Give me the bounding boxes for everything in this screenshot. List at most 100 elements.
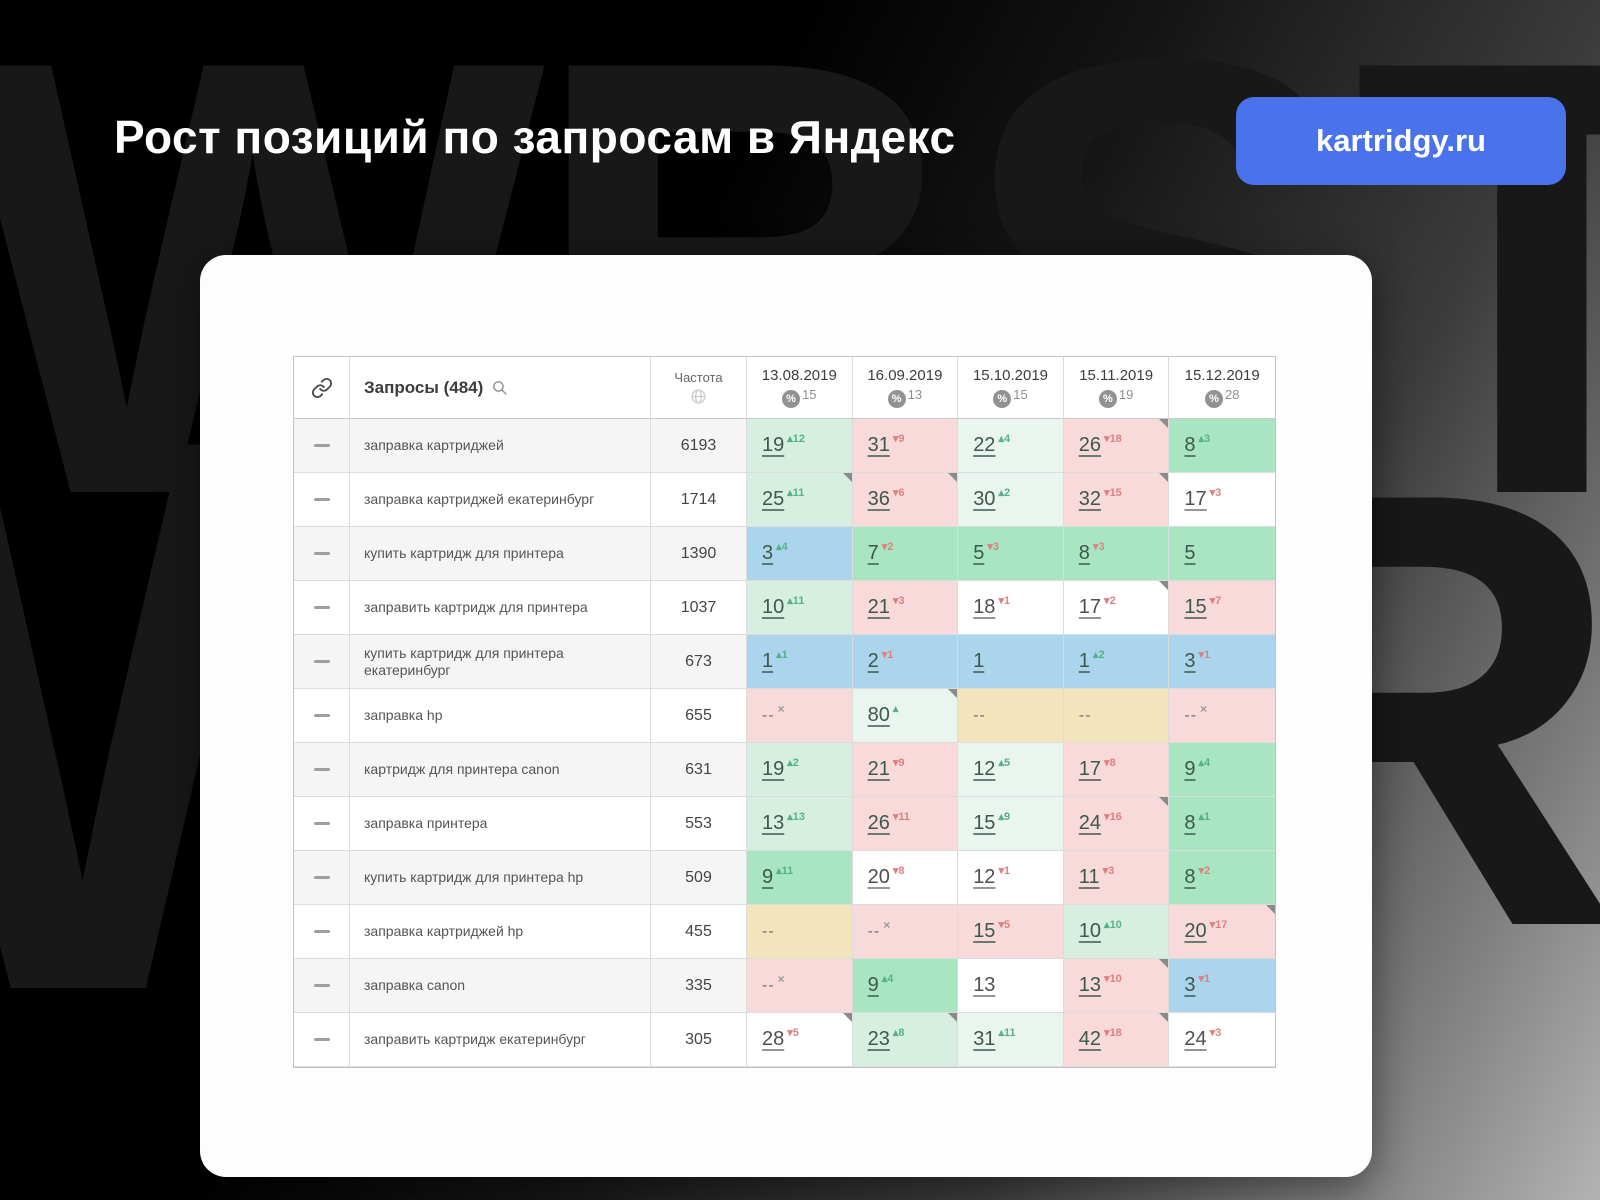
position-cell[interactable]: 19 ▴2: [747, 743, 853, 797]
position-value[interactable]: 21: [867, 596, 890, 618]
position-cell[interactable]: 36 ▾6: [852, 473, 959, 527]
position-value[interactable]: 2: [867, 650, 879, 672]
position-cell[interactable]: 31 ▴11: [958, 1013, 1064, 1067]
row-handle-cell[interactable]: [294, 1013, 350, 1067]
queries-column-header[interactable]: Запросы (484): [350, 357, 651, 419]
row-handle-cell[interactable]: [294, 689, 350, 743]
position-value[interactable]: 3: [762, 542, 774, 564]
position-value[interactable]: 17: [1078, 596, 1102, 618]
position-value[interactable]: 17: [1184, 488, 1207, 510]
position-cell[interactable]: 25 ▴11: [747, 473, 853, 527]
position-cell[interactable]: 17 ▾2: [1063, 581, 1170, 635]
position-value[interactable]: 1: [973, 650, 985, 672]
row-handle-cell[interactable]: [294, 581, 350, 635]
row-handle-cell[interactable]: [294, 905, 350, 959]
position-cell[interactable]: 42 ▾18: [1063, 1013, 1170, 1067]
position-value[interactable]: 5: [1184, 542, 1196, 564]
date-column-header[interactable]: 15.10.2019% 15: [958, 357, 1064, 419]
position-value[interactable]: 31: [973, 1028, 996, 1050]
site-badge[interactable]: kartridgy.ru: [1236, 97, 1566, 185]
position-cell[interactable]: 8 ▴3: [1169, 419, 1275, 473]
position-cell[interactable]: 13 ▾10: [1063, 959, 1170, 1013]
position-cell[interactable]: 17 ▾8: [1063, 743, 1170, 797]
query-cell[interactable]: заправить картридж екатеринбург: [350, 1013, 651, 1067]
position-value[interactable]: 13: [973, 974, 996, 996]
position-cell[interactable]: 24 ▾16: [1063, 797, 1170, 851]
position-value[interactable]: 36: [867, 488, 890, 510]
query-cell[interactable]: заправка картриджей: [350, 419, 651, 473]
position-value[interactable]: 15: [973, 920, 996, 942]
row-handle-cell[interactable]: [294, 959, 350, 1013]
position-value[interactable]: 24: [1184, 1028, 1207, 1050]
position-value[interactable]: 17: [1078, 758, 1102, 780]
position-cell[interactable]: 11 ▾3: [1063, 851, 1170, 905]
position-cell[interactable]: 12 ▾1: [958, 851, 1064, 905]
position-cell[interactable]: 1 ▴1: [747, 635, 853, 689]
position-cell[interactable]: 20 ▾17: [1169, 905, 1275, 959]
query-cell[interactable]: заправить картридж для принтера: [350, 581, 651, 635]
position-value[interactable]: 15: [1184, 596, 1207, 618]
query-cell[interactable]: заправка картриджей екатеринбург: [350, 473, 651, 527]
query-cell[interactable]: заправка принтера: [350, 797, 651, 851]
position-cell[interactable]: 10 ▴11: [747, 581, 853, 635]
position-value[interactable]: 11: [1078, 866, 1100, 888]
position-cell[interactable]: 15 ▾7: [1169, 581, 1275, 635]
position-value[interactable]: 1: [1078, 650, 1090, 672]
position-cell[interactable]: 26 ▾11: [852, 797, 959, 851]
query-cell[interactable]: заправка картриджей hp: [350, 905, 651, 959]
position-cell[interactable]: 8 ▾2: [1169, 851, 1275, 905]
position-value[interactable]: 28: [762, 1028, 785, 1050]
position-value[interactable]: 12: [973, 866, 996, 888]
position-cell[interactable]: 3 ▾1: [1169, 635, 1275, 689]
position-cell[interactable]: 23 ▴8: [852, 1013, 959, 1067]
position-value[interactable]: 13: [762, 812, 785, 834]
position-value[interactable]: 24: [1078, 812, 1102, 834]
position-cell[interactable]: 7 ▾2: [852, 527, 959, 581]
position-value[interactable]: 9: [762, 866, 774, 888]
position-cell[interactable]: 30 ▴2: [958, 473, 1064, 527]
position-cell[interactable]: 31 ▾9: [852, 419, 959, 473]
row-handle-cell[interactable]: [294, 797, 350, 851]
row-handle-cell[interactable]: [294, 851, 350, 905]
position-cell[interactable]: 12 ▴5: [958, 743, 1064, 797]
position-value[interactable]: 3: [1184, 650, 1196, 672]
position-value[interactable]: 18: [973, 596, 996, 618]
search-icon[interactable]: [491, 379, 508, 396]
position-value[interactable]: 31: [867, 434, 890, 456]
position-cell[interactable]: 19 ▴12: [747, 419, 853, 473]
position-cell[interactable]: 13: [958, 959, 1064, 1013]
row-handle-cell[interactable]: [294, 527, 350, 581]
query-cell[interactable]: купить картридж для принтера hp: [350, 851, 651, 905]
position-value[interactable]: 32: [1078, 488, 1102, 510]
position-value[interactable]: 20: [867, 866, 890, 888]
position-value[interactable]: 19: [762, 758, 785, 780]
position-cell[interactable]: 26 ▾18: [1063, 419, 1170, 473]
position-cell[interactable]: 24 ▾3: [1169, 1013, 1275, 1067]
position-value[interactable]: 12: [973, 758, 996, 780]
position-cell[interactable]: 32 ▾15: [1063, 473, 1170, 527]
position-value[interactable]: 15: [973, 812, 996, 834]
position-cell[interactable]: 9 ▴4: [852, 959, 959, 1013]
position-cell[interactable]: 2 ▾1: [852, 635, 959, 689]
query-cell[interactable]: картридж для принтера canon: [350, 743, 651, 797]
position-value[interactable]: 13: [1078, 974, 1102, 996]
position-value[interactable]: 26: [1078, 434, 1102, 456]
row-handle-cell[interactable]: [294, 419, 350, 473]
position-value[interactable]: 20: [1184, 920, 1207, 942]
date-column-header[interactable]: 13.08.2019% 15: [747, 357, 853, 419]
position-value[interactable]: 80: [867, 704, 890, 726]
position-cell[interactable]: 1 ▴2: [1063, 635, 1170, 689]
row-handle-cell[interactable]: [294, 473, 350, 527]
position-cell[interactable]: 9 ▴4: [1169, 743, 1275, 797]
position-cell[interactable]: 21 ▾3: [852, 581, 959, 635]
row-handle-cell[interactable]: [294, 743, 350, 797]
position-value[interactable]: 42: [1078, 1028, 1102, 1050]
position-cell[interactable]: 15 ▾5: [958, 905, 1064, 959]
position-value[interactable]: 10: [1078, 920, 1102, 942]
position-cell[interactable]: 1: [958, 635, 1064, 689]
position-value[interactable]: 7: [867, 542, 879, 564]
position-cell[interactable]: 3 ▾1: [1169, 959, 1275, 1013]
position-cell[interactable]: 20 ▾8: [852, 851, 959, 905]
position-value[interactable]: 9: [1184, 758, 1196, 780]
position-cell[interactable]: 13 ▴13: [747, 797, 853, 851]
